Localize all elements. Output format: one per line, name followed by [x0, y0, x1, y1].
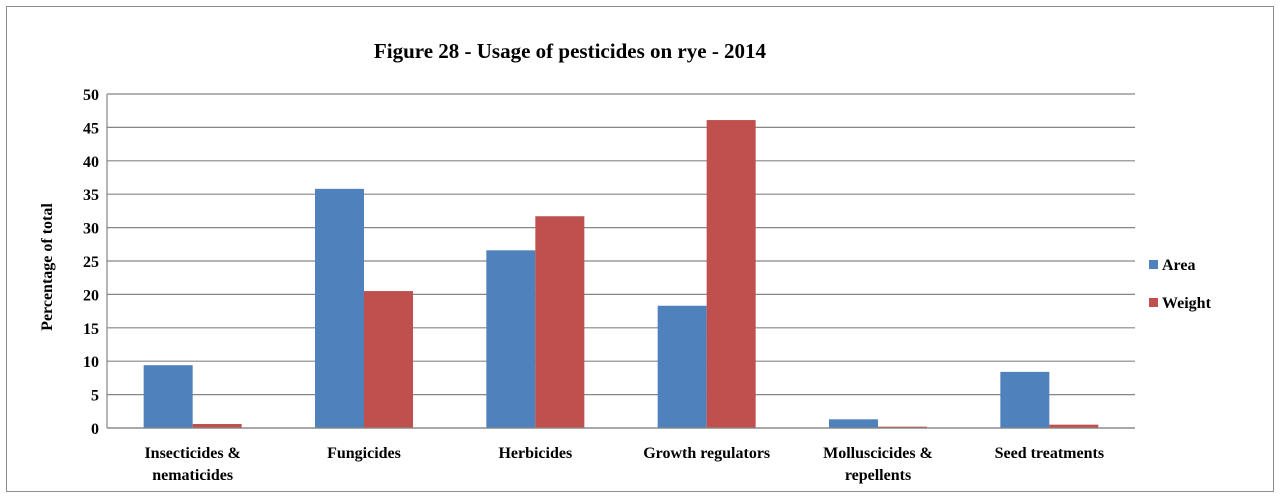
- x-tick-label: Fungicides: [327, 445, 401, 462]
- y-tick-label: 45: [83, 120, 99, 137]
- y-tick-label: 25: [83, 254, 99, 271]
- axes: [106, 94, 1135, 429]
- legend-item: Area: [1149, 257, 1195, 274]
- bar-weight: [1049, 424, 1099, 428]
- y-tick-labels: 0 5 10 15 20 25 30 35 40 45 50: [83, 87, 99, 438]
- chart-title: Figure 28 - Usage of pesticides on rye -…: [374, 39, 767, 63]
- legend-swatch: [1149, 298, 1158, 307]
- bar-weight: [706, 120, 756, 428]
- bar-area: [486, 250, 536, 428]
- chart-frame: Figure 28 - Usage of pesticides on rye -…: [6, 6, 1274, 492]
- y-tick-label: 40: [83, 154, 99, 171]
- bar-weight: [364, 291, 413, 428]
- bar-area: [829, 419, 878, 428]
- bar-weight: [878, 426, 927, 428]
- y-axis-label: Percentage of total: [39, 203, 56, 331]
- y-tick-label: 20: [83, 287, 99, 304]
- y-tick-label: 0: [91, 421, 99, 438]
- bar-weight: [535, 216, 585, 428]
- x-tick-label: Molluscicides &: [823, 445, 933, 462]
- category-labels: Insecticides & nematicides Fungicides Herbi…: [144, 445, 1104, 484]
- x-tick-label: Growth regulators: [643, 445, 770, 462]
- x-tick-label: Seed treatments: [995, 445, 1104, 462]
- bar-area: [143, 365, 193, 428]
- legend-label: Weight: [1162, 295, 1212, 312]
- legend-label: Area: [1162, 257, 1195, 274]
- x-tick-label: Insecticides &: [144, 445, 240, 462]
- legend-item: Weight: [1149, 295, 1212, 312]
- y-tick-label: 10: [83, 354, 99, 371]
- y-tick-label: 15: [83, 321, 99, 338]
- legend-swatch: [1149, 260, 1158, 269]
- x-tick-label: Herbicides: [498, 445, 572, 462]
- y-tick-label: 5: [91, 388, 99, 405]
- bar-area: [315, 188, 364, 428]
- bar-area: [1000, 371, 1050, 428]
- gridlines: [107, 93, 1135, 429]
- x-tick-label: repellents: [845, 467, 911, 484]
- x-tick-label: nematicides: [152, 467, 233, 484]
- y-tick-label: 35: [83, 187, 99, 204]
- bar-area: [657, 305, 707, 428]
- y-tick-label: 50: [83, 87, 99, 104]
- legend: Area Weight: [1149, 257, 1212, 312]
- y-tick-label: 30: [83, 221, 99, 238]
- bar-chart: Figure 28 - Usage of pesticides on rye -…: [39, 39, 1212, 484]
- bars: [143, 120, 1099, 428]
- bar-weight: [192, 423, 242, 428]
